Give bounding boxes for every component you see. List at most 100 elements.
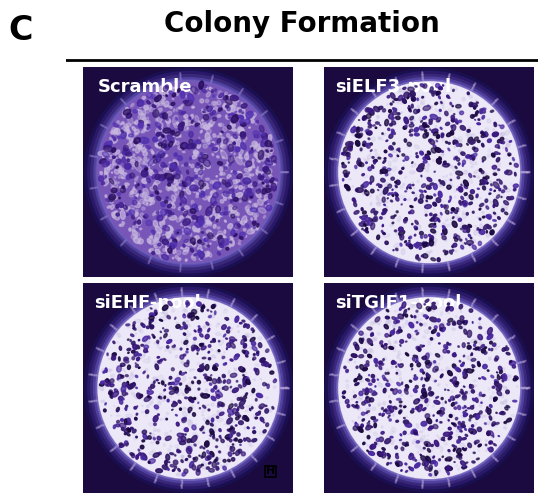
Ellipse shape [274,181,277,186]
Ellipse shape [480,224,483,228]
Ellipse shape [267,159,275,164]
Ellipse shape [456,464,457,467]
Ellipse shape [508,436,511,438]
Ellipse shape [140,228,142,230]
Ellipse shape [509,140,512,142]
Ellipse shape [395,317,399,320]
Ellipse shape [425,251,430,256]
Ellipse shape [409,106,410,107]
Ellipse shape [413,110,418,114]
Ellipse shape [388,457,390,459]
Ellipse shape [210,435,211,436]
Ellipse shape [409,109,411,110]
Ellipse shape [150,381,154,384]
Ellipse shape [125,183,129,185]
Ellipse shape [405,320,408,325]
Ellipse shape [365,391,368,395]
Ellipse shape [485,127,489,131]
Ellipse shape [346,370,348,373]
Ellipse shape [231,122,232,125]
Ellipse shape [141,345,144,346]
Ellipse shape [395,480,397,483]
Ellipse shape [228,452,232,456]
Ellipse shape [170,465,174,467]
Ellipse shape [255,226,259,229]
Ellipse shape [427,177,432,182]
Ellipse shape [164,101,169,107]
Ellipse shape [481,179,484,183]
Ellipse shape [405,314,407,317]
Ellipse shape [181,247,184,249]
Ellipse shape [488,387,490,390]
Ellipse shape [281,387,283,389]
Ellipse shape [409,131,411,132]
Ellipse shape [458,422,461,424]
Ellipse shape [231,447,232,449]
Ellipse shape [132,453,135,455]
Text: siEHF-pool: siEHF-pool [94,294,201,312]
Ellipse shape [172,87,175,89]
Ellipse shape [181,436,186,441]
Ellipse shape [170,382,172,384]
Ellipse shape [199,408,200,409]
Ellipse shape [104,171,107,175]
Ellipse shape [408,308,410,310]
Ellipse shape [199,249,203,251]
Ellipse shape [102,350,104,352]
Ellipse shape [394,215,396,216]
Ellipse shape [470,161,477,165]
Ellipse shape [367,422,369,425]
Ellipse shape [201,464,203,466]
Ellipse shape [186,181,191,185]
Ellipse shape [201,123,206,128]
Ellipse shape [365,402,366,403]
Ellipse shape [166,197,168,199]
Ellipse shape [194,397,195,399]
Ellipse shape [241,157,243,159]
Ellipse shape [524,387,527,389]
Ellipse shape [462,201,464,203]
Ellipse shape [205,153,207,156]
Ellipse shape [118,202,122,207]
Ellipse shape [474,106,476,108]
Ellipse shape [410,129,413,131]
Ellipse shape [396,369,401,375]
Ellipse shape [209,108,210,109]
Ellipse shape [132,383,137,388]
Ellipse shape [239,149,243,155]
Ellipse shape [242,417,245,419]
Ellipse shape [266,349,269,353]
Ellipse shape [486,409,491,415]
Ellipse shape [215,333,221,336]
Ellipse shape [423,408,426,411]
Ellipse shape [236,136,240,139]
Ellipse shape [172,309,175,312]
Ellipse shape [194,167,201,172]
Ellipse shape [104,167,108,172]
Ellipse shape [440,184,442,186]
Ellipse shape [259,343,262,348]
Ellipse shape [507,418,512,422]
Ellipse shape [200,365,204,369]
Ellipse shape [459,143,462,146]
Circle shape [338,81,520,263]
Ellipse shape [155,123,161,127]
Ellipse shape [443,250,446,252]
Ellipse shape [239,186,243,189]
Ellipse shape [192,465,195,468]
Ellipse shape [200,130,203,133]
Ellipse shape [276,202,278,203]
Ellipse shape [438,120,440,122]
Ellipse shape [229,240,234,246]
Ellipse shape [207,450,210,454]
Ellipse shape [145,415,147,416]
Ellipse shape [237,171,241,174]
Ellipse shape [493,128,494,130]
Ellipse shape [230,386,232,388]
Ellipse shape [469,102,473,107]
Ellipse shape [462,211,466,215]
Ellipse shape [419,190,423,192]
Ellipse shape [518,197,520,198]
Ellipse shape [120,188,125,193]
Ellipse shape [140,193,144,197]
